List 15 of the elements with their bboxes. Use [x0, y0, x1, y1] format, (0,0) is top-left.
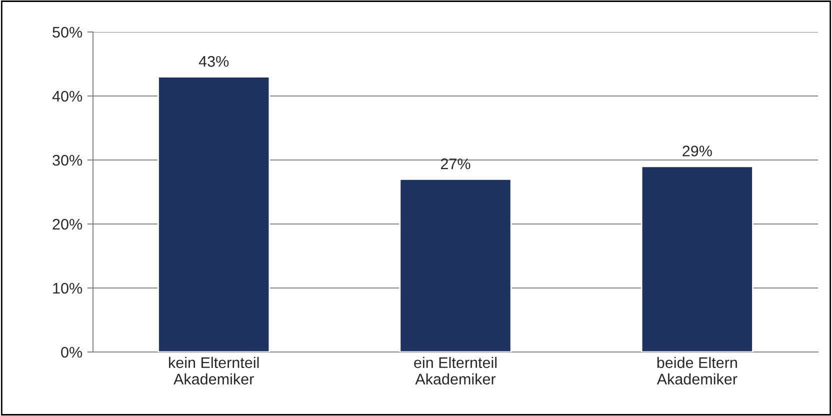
bar — [399, 178, 512, 352]
data-label: 43% — [198, 56, 229, 67]
x-tick-label: kein Elternteil Akademiker — [169, 356, 259, 385]
y-tick-label: 20% — [52, 218, 82, 230]
y-tick-label: 30% — [52, 154, 82, 166]
data-label: 29% — [682, 146, 712, 156]
x-tick-label: ein Elternteil Akademiker — [414, 356, 497, 385]
bar — [158, 76, 270, 352]
data-label: 27% — [440, 158, 470, 170]
y-tick-label: 50% — [52, 26, 82, 38]
x-tick-label: beide Eltern Akademiker — [656, 356, 738, 385]
y-tick-label: 40% — [52, 90, 82, 102]
y-tick-label: 10% — [53, 282, 82, 294]
bar — [640, 166, 754, 352]
y-tick-label: 0% — [61, 346, 82, 358]
